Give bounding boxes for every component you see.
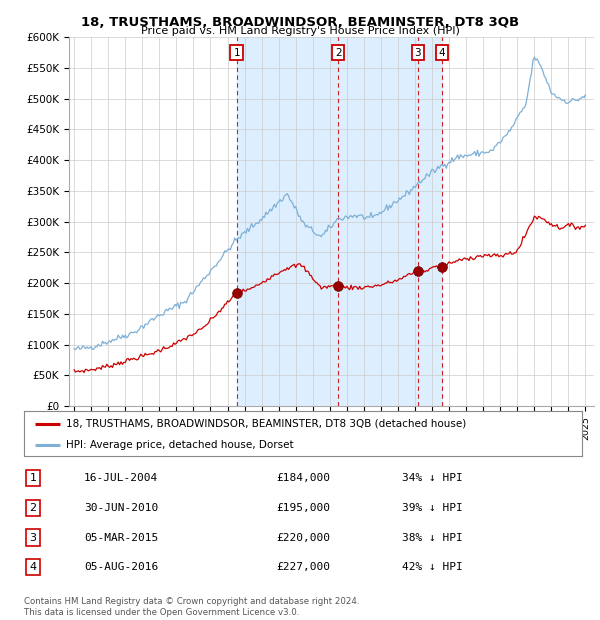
Text: 18, TRUSTHAMS, BROADWINDSOR, BEAMINSTER, DT8 3QB (detached house): 18, TRUSTHAMS, BROADWINDSOR, BEAMINSTER,… (66, 418, 466, 428)
Text: 16-JUL-2004: 16-JUL-2004 (84, 473, 158, 483)
Text: £227,000: £227,000 (276, 562, 330, 572)
Text: 39% ↓ HPI: 39% ↓ HPI (402, 503, 463, 513)
Text: 4: 4 (439, 48, 445, 58)
Text: 30-JUN-2010: 30-JUN-2010 (84, 503, 158, 513)
Text: This data is licensed under the Open Government Licence v3.0.: This data is licensed under the Open Gov… (24, 608, 299, 617)
Text: 05-MAR-2015: 05-MAR-2015 (84, 533, 158, 542)
Text: 1: 1 (233, 48, 240, 58)
Text: Contains HM Land Registry data © Crown copyright and database right 2024.: Contains HM Land Registry data © Crown c… (24, 597, 359, 606)
Text: 3: 3 (29, 533, 37, 542)
Text: Price paid vs. HM Land Registry's House Price Index (HPI): Price paid vs. HM Land Registry's House … (140, 26, 460, 36)
Text: 4: 4 (29, 562, 37, 572)
Text: 42% ↓ HPI: 42% ↓ HPI (402, 562, 463, 572)
Text: 34% ↓ HPI: 34% ↓ HPI (402, 473, 463, 483)
Text: £220,000: £220,000 (276, 533, 330, 542)
Text: 05-AUG-2016: 05-AUG-2016 (84, 562, 158, 572)
Text: 3: 3 (415, 48, 421, 58)
Bar (237, 37, 442, 406)
Text: 2: 2 (335, 48, 341, 58)
Text: 18, TRUSTHAMS, BROADWINDSOR, BEAMINSTER, DT8 3QB: 18, TRUSTHAMS, BROADWINDSOR, BEAMINSTER,… (81, 16, 519, 29)
Text: 38% ↓ HPI: 38% ↓ HPI (402, 533, 463, 542)
Text: 1: 1 (29, 473, 37, 483)
Text: £195,000: £195,000 (276, 503, 330, 513)
Text: £184,000: £184,000 (276, 473, 330, 483)
Text: 2: 2 (29, 503, 37, 513)
Text: HPI: Average price, detached house, Dorset: HPI: Average price, detached house, Dors… (66, 440, 293, 450)
